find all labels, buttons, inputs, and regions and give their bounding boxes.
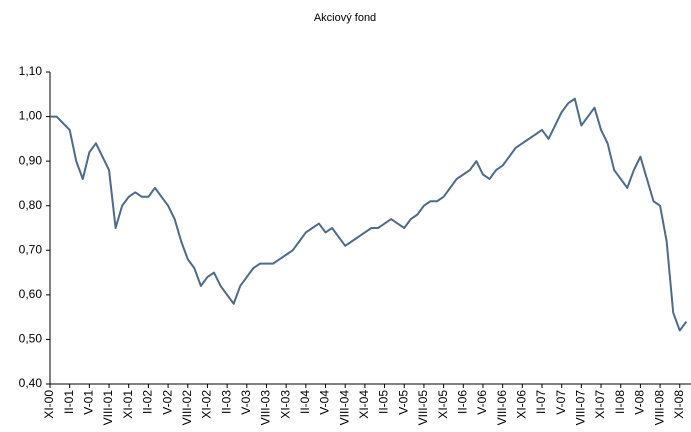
x-tick-label: XI-00: [42, 390, 56, 419]
y-tick-label: 0,70: [19, 242, 43, 256]
x-tick-label: XI-01: [121, 390, 135, 419]
x-tick-label: V-05: [396, 390, 410, 415]
y-tick-label: 0,80: [19, 198, 43, 212]
x-tick-label: XI-08: [672, 390, 686, 419]
x-tick-label: II-07: [534, 390, 548, 414]
x-tick-label: II-04: [298, 390, 312, 414]
x-tick-label: XI-02: [200, 390, 214, 419]
x-tick-label: V-01: [82, 390, 96, 415]
x-tick-label: XI-03: [278, 390, 292, 419]
chart-title: Akciový fond: [314, 12, 376, 24]
x-tick-label: VIII-07: [574, 390, 588, 426]
x-tick-label: VIII-08: [652, 390, 666, 426]
x-tick-label: XI-06: [514, 390, 528, 419]
data-line: [50, 97, 688, 332]
x-tick-label: XI-05: [436, 390, 450, 419]
x-tick-label: VIII-04: [337, 390, 351, 426]
x-tick-label: VIII-01: [101, 390, 115, 426]
y-tick-label: 0,40: [19, 376, 43, 390]
y-tick-label: 0,50: [19, 332, 43, 346]
x-tick-label: V-07: [554, 390, 568, 415]
x-tick-label: VIII-06: [495, 390, 509, 426]
y-tick-label: 1,00: [19, 109, 43, 123]
x-tick-label: XI-07: [593, 390, 607, 419]
x-tick-label: V-04: [318, 390, 332, 415]
x-tick-label: VIII-05: [416, 390, 430, 426]
x-tick-label: V-03: [239, 390, 253, 415]
x-tick-label: V-02: [160, 390, 174, 415]
x-tick-label: V-08: [633, 390, 647, 415]
x-tick-label: II-03: [219, 390, 233, 414]
y-tick-label: 0,90: [19, 153, 43, 167]
x-tick-label: II-01: [62, 390, 76, 414]
x-tick-label: II-06: [455, 390, 469, 414]
x-tick-label: V-06: [475, 390, 489, 415]
x-tick-label: II-02: [141, 390, 155, 414]
x-tick-label: II-08: [613, 390, 627, 414]
y-tick-label: 0,60: [19, 287, 43, 301]
x-tick-label: II-05: [377, 390, 391, 414]
x-tick-label: VIII-02: [180, 390, 194, 426]
x-tick-label: VIII-03: [259, 390, 273, 426]
x-tick-label: XI-04: [357, 390, 371, 419]
y-tick-label: 1,10: [19, 64, 43, 78]
